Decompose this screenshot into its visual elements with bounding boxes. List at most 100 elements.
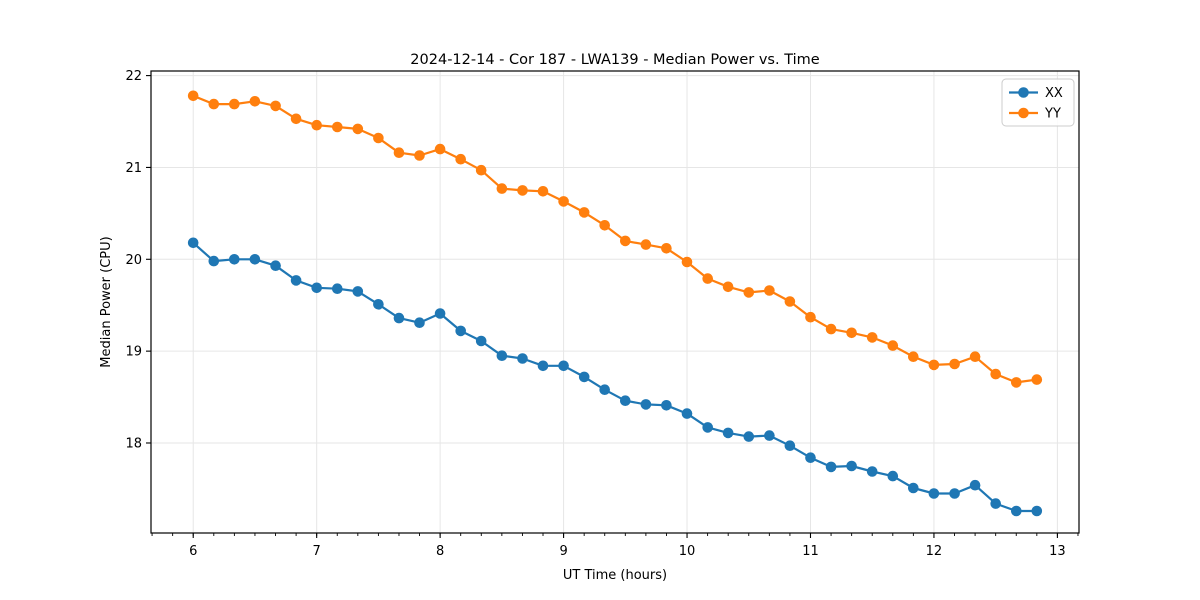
data-point-marker <box>661 243 672 254</box>
x-tick-label: 12 <box>926 544 943 559</box>
data-point-marker <box>702 422 713 433</box>
data-point-marker <box>887 340 899 351</box>
data-point-marker <box>969 479 981 491</box>
data-point-marker <box>187 90 199 102</box>
data-point-marker <box>722 427 734 439</box>
data-point-marker <box>928 488 940 499</box>
plot-border <box>150 70 1080 534</box>
data-point-marker <box>887 470 899 482</box>
data-point-marker <box>352 123 364 135</box>
data-point-marker <box>743 287 755 298</box>
data-point-marker <box>805 452 816 464</box>
data-point-marker <box>805 311 816 323</box>
data-point-marker <box>290 113 302 125</box>
data-point-marker <box>990 498 1001 509</box>
data-point-marker <box>270 100 281 112</box>
data-point-marker <box>866 332 878 343</box>
data-point-marker <box>517 185 528 196</box>
data-point-marker <box>578 207 590 218</box>
data-point-marker <box>640 239 652 250</box>
grid <box>151 71 1079 533</box>
data-point-marker <box>311 119 323 131</box>
x-tick-label: 9 <box>559 544 567 559</box>
y-tick-label: 22 <box>125 69 142 84</box>
x-tick-label: 8 <box>436 544 444 559</box>
data-point-marker <box>311 282 323 294</box>
data-point-marker <box>475 164 487 176</box>
data-point-marker <box>825 323 837 335</box>
data-point-marker <box>990 368 1001 380</box>
data-point-marker <box>599 384 610 396</box>
series-xx <box>187 237 1043 517</box>
data-point-marker <box>1011 505 1022 517</box>
data-point-marker <box>352 286 364 297</box>
data-point-marker <box>825 461 837 473</box>
data-point-marker <box>928 359 940 371</box>
data-point-marker <box>764 430 775 441</box>
data-point-marker <box>558 196 569 207</box>
data-point-marker <box>455 325 467 337</box>
data-point-marker <box>414 317 425 329</box>
legend-sample-marker <box>1018 107 1029 119</box>
data-point-marker <box>537 360 549 372</box>
data-point-marker <box>640 399 652 410</box>
data-point-marker <box>702 273 713 284</box>
legend-label: XX <box>1045 86 1063 101</box>
legend-sample-marker <box>1018 87 1029 98</box>
data-point-marker <box>558 360 569 372</box>
legend-label: YY <box>1044 107 1061 122</box>
data-point-marker <box>270 260 281 272</box>
data-point-marker <box>332 283 343 295</box>
data-point-marker <box>414 150 425 161</box>
x-tick-label: 10 <box>679 544 696 559</box>
series-line <box>192 241 1037 513</box>
series-yy <box>187 90 1043 388</box>
y-tick-label: 19 <box>125 345 142 360</box>
data-point-marker <box>908 351 919 363</box>
data-point-marker <box>187 237 199 249</box>
data-point-marker <box>434 308 446 319</box>
x-tick-label: 11 <box>802 544 819 559</box>
data-point-marker <box>1031 505 1043 517</box>
data-point-marker <box>434 143 446 155</box>
data-point-marker <box>1011 377 1022 388</box>
data-point-marker <box>722 281 734 293</box>
legend: XX YY <box>1001 78 1075 127</box>
data-point-marker <box>784 440 796 452</box>
data-point-marker <box>290 275 302 286</box>
data-point-marker <box>475 335 487 347</box>
data-point-marker <box>208 98 220 110</box>
data-point-marker <box>229 98 240 110</box>
data-point-marker <box>743 431 755 442</box>
legend-box <box>1001 78 1075 127</box>
data-point-marker <box>969 351 981 363</box>
data-point-marker <box>661 400 672 411</box>
data-point-marker <box>1031 374 1043 385</box>
y-tick-label: 18 <box>125 436 142 451</box>
data-point-marker <box>784 296 796 307</box>
data-point-marker <box>393 312 405 324</box>
data-point-marker <box>846 327 857 339</box>
data-point-marker <box>949 488 960 499</box>
data-point-marker <box>846 460 857 472</box>
chart-title: 2024-12-14 - Cor 187 - LWA139 - Median P… <box>410 52 819 68</box>
data-point-marker <box>866 466 878 477</box>
data-point-marker <box>681 256 693 268</box>
data-point-marker <box>949 358 960 370</box>
x-tick-label: 7 <box>313 544 321 559</box>
x-axis-label: UT Time (hours) <box>563 568 667 583</box>
x-tick-label: 6 <box>189 544 197 559</box>
data-point-marker <box>373 299 384 310</box>
y-tick-label: 20 <box>125 253 142 268</box>
data-point-marker <box>249 96 261 107</box>
data-point-marker <box>578 371 590 383</box>
y-axis-label: Median Power (CPU) <box>99 236 114 367</box>
data-point-marker <box>373 132 384 144</box>
data-point-marker <box>393 147 405 158</box>
x-tick-label: 13 <box>1049 544 1066 559</box>
data-point-marker <box>332 121 343 133</box>
data-point-marker <box>620 235 631 247</box>
data-point-marker <box>517 353 528 364</box>
